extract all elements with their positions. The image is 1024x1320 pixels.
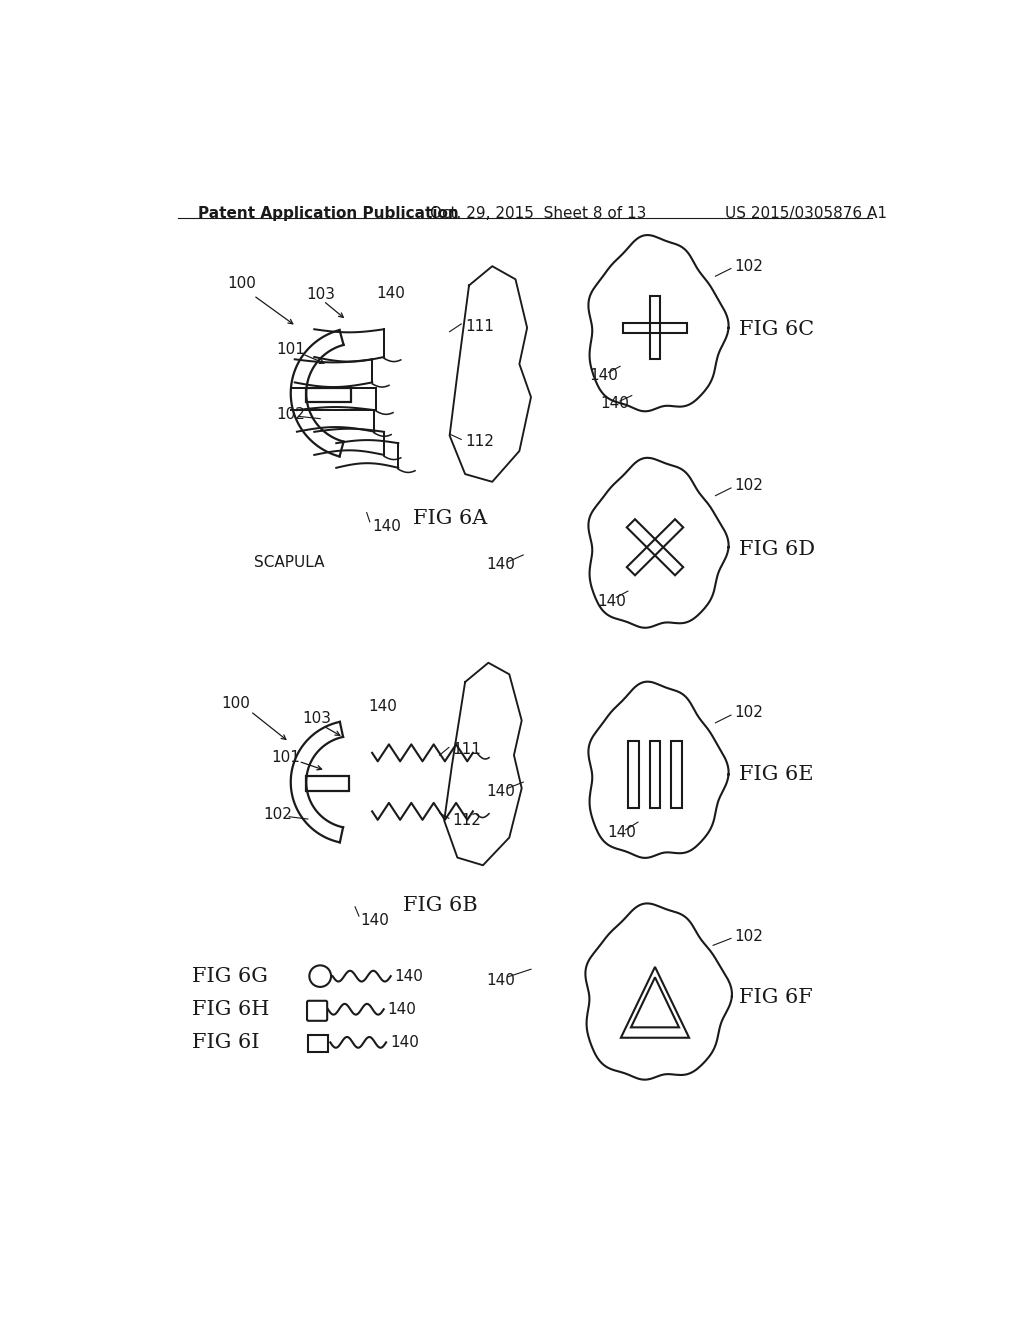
Text: FIG 6G: FIG 6G [191, 966, 267, 986]
Text: 102: 102 [734, 478, 763, 494]
Text: 103: 103 [302, 711, 332, 726]
Text: FIG 6F: FIG 6F [738, 989, 812, 1007]
Text: Oct. 29, 2015  Sheet 8 of 13: Oct. 29, 2015 Sheet 8 of 13 [430, 206, 646, 222]
Bar [672, 741, 682, 808]
Text: 111: 111 [465, 318, 494, 334]
Text: 140: 140 [589, 368, 618, 383]
Text: 140: 140 [388, 1002, 417, 1016]
Text: 102: 102 [734, 928, 763, 944]
Bar [628, 741, 639, 808]
Text: FIG 6E: FIG 6E [738, 764, 813, 784]
Text: Patent Application Publication: Patent Application Publication [198, 206, 459, 222]
Text: 102: 102 [734, 259, 763, 273]
Text: FIG 6C: FIG 6C [738, 319, 814, 339]
Text: 103: 103 [306, 288, 335, 302]
Text: 100: 100 [221, 696, 250, 711]
Text: 140: 140 [607, 825, 636, 841]
Text: SCAPULA: SCAPULA [254, 556, 324, 570]
Text: 101: 101 [271, 750, 300, 766]
Text: 140: 140 [601, 396, 630, 411]
Text: 140: 140 [486, 973, 515, 989]
Text: 140: 140 [390, 1035, 419, 1049]
Text: 140: 140 [372, 519, 401, 535]
Text: 140: 140 [360, 913, 389, 928]
Text: FIG 6B: FIG 6B [403, 896, 478, 915]
Text: 102: 102 [276, 407, 306, 421]
Text: 140: 140 [486, 784, 515, 799]
Text: FIG 6H: FIG 6H [191, 999, 269, 1019]
Bar [306, 776, 349, 792]
Text: 140: 140 [597, 594, 626, 609]
Text: 102: 102 [263, 807, 293, 822]
Text: 140: 140 [394, 969, 424, 983]
Bar [649, 741, 660, 808]
Text: FIG 6I: FIG 6I [191, 1032, 259, 1052]
Text: 101: 101 [276, 342, 306, 356]
Bar [308, 1035, 328, 1052]
Text: FIG 6A: FIG 6A [414, 510, 487, 528]
Text: 140: 140 [486, 557, 515, 573]
Text: 112: 112 [465, 434, 494, 449]
Bar [306, 388, 351, 401]
Bar [650, 296, 660, 359]
Text: 102: 102 [734, 705, 763, 721]
Bar [624, 323, 687, 333]
Text: 112: 112 [452, 813, 481, 828]
Text: US 2015/0305876 A1: US 2015/0305876 A1 [725, 206, 887, 222]
Text: 100: 100 [227, 276, 256, 290]
Text: 140: 140 [369, 700, 397, 714]
Text: FIG 6D: FIG 6D [738, 540, 815, 560]
Text: 111: 111 [452, 742, 481, 758]
Text: 140: 140 [376, 285, 404, 301]
